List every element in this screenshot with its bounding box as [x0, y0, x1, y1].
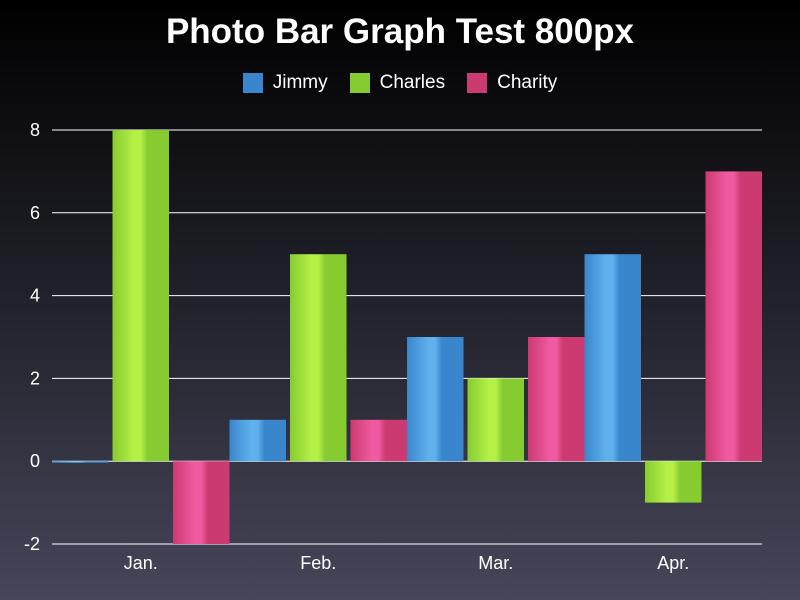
- legend-item-charles: Charles: [349, 72, 446, 94]
- y-tick-label: 0: [30, 451, 40, 471]
- legend-swatch-charles: [349, 73, 370, 93]
- legend-item-charity: Charity: [467, 72, 557, 94]
- legend-label-charity: Charity: [497, 72, 558, 93]
- y-tick-label: 2: [30, 368, 40, 388]
- y-tick-label: 4: [30, 286, 40, 306]
- bar-charity-0: [173, 461, 230, 544]
- y-tick-label: 8: [30, 120, 40, 140]
- legend-item-jimmy: Jimmy: [242, 72, 328, 94]
- legend: Jimmy Charles Charity: [0, 72, 800, 94]
- x-tick-label: Apr.: [657, 553, 689, 573]
- bar-charity-1: [350, 419, 407, 462]
- legend-label-jimmy: Jimmy: [272, 72, 328, 93]
- bar-charles-1: [290, 254, 347, 462]
- bar-charles-3: [645, 461, 702, 503]
- x-tick-label: Mar.: [478, 553, 513, 573]
- bar-charles-2: [467, 378, 524, 462]
- bar-jimmy-0: [52, 461, 109, 463]
- bar-charles-0: [112, 130, 169, 462]
- legend-label-charles: Charles: [379, 72, 446, 93]
- x-tick-label: Jan.: [124, 553, 158, 573]
- bar-jimmy-3: [584, 254, 641, 462]
- legend-swatch-jimmy: [242, 73, 263, 93]
- x-axis: Jan. Feb. Mar. Apr.: [124, 553, 690, 573]
- y-axis: -2 0 2 4 6 8: [24, 120, 40, 554]
- chart-title: Photo Bar Graph Test 800px: [165, 12, 635, 51]
- legend-swatch-charity: [467, 73, 488, 93]
- y-tick-label: 6: [30, 203, 40, 223]
- y-tick-label: -2: [24, 534, 40, 554]
- bar-jimmy-1: [229, 419, 286, 462]
- bar-charity-2: [528, 337, 585, 462]
- bar-jimmy-2: [407, 337, 464, 462]
- x-tick-label: Feb.: [300, 553, 336, 573]
- bar-charity-3: [705, 171, 762, 462]
- bars: [52, 130, 762, 544]
